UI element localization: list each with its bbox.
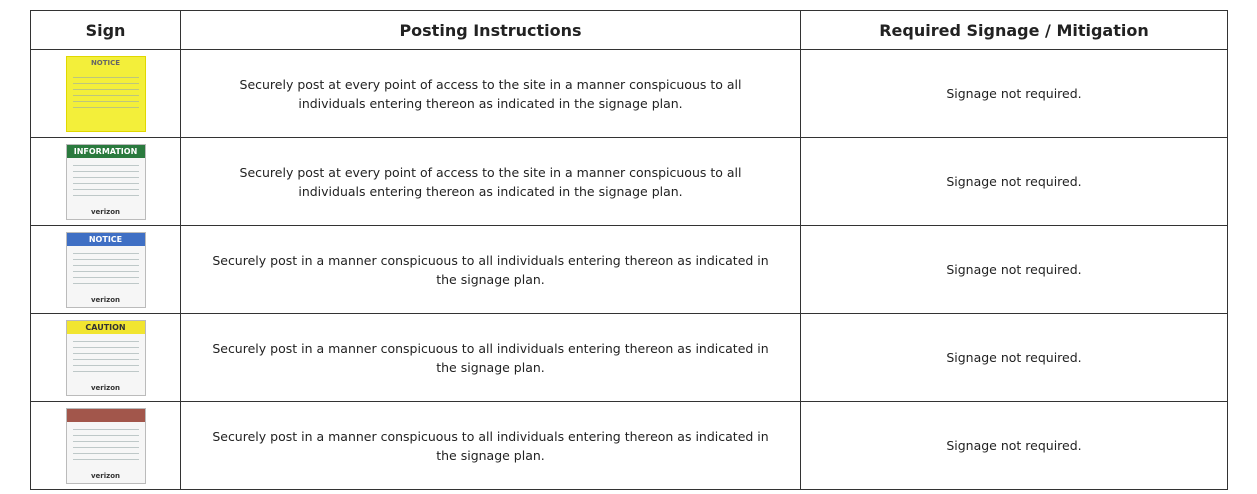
table-row: NOTICE Securely post at every point of ac… bbox=[30, 49, 1228, 138]
sign-cell: INFORMATION verizon bbox=[30, 137, 181, 226]
table-row: verizon Securely post in a manner conspic… bbox=[30, 401, 1228, 490]
signage-table: Sign Posting Instructions Required Signage… bbox=[30, 10, 1228, 490]
required-signage: Signage not required. bbox=[800, 401, 1228, 490]
posting-instructions: Securely post in a manner conspicuous to… bbox=[180, 313, 801, 402]
column-header: Sign bbox=[30, 10, 181, 50]
sign-header: NOTICE bbox=[66, 232, 145, 246]
required-signage: Signage not required. bbox=[800, 137, 1228, 226]
required-signage: Signage not required. bbox=[800, 313, 1228, 402]
sign-image: NOTICE verizon bbox=[65, 231, 146, 308]
column-header: Posting Instructions bbox=[180, 10, 801, 50]
posting-instructions: Securely post at every point of access t… bbox=[180, 49, 801, 138]
sign-header: NOTICE bbox=[67, 57, 145, 70]
sign-title: INFORMATION bbox=[73, 146, 138, 156]
sign-brand: verizon bbox=[90, 295, 121, 304]
column-header: Required Signage / Mitigation bbox=[800, 10, 1228, 50]
table-row: NOTICE verizon Securely post in a manner c… bbox=[30, 225, 1228, 314]
sign-text-lines bbox=[72, 76, 139, 113]
sign-image: verizon bbox=[65, 407, 146, 484]
posting-instructions: Securely post in a manner conspicuous to… bbox=[180, 401, 801, 490]
sign-text-lines bbox=[72, 252, 139, 289]
table-row: CAUTION verizon Securely post in a manner … bbox=[30, 313, 1228, 402]
sign-image: NOTICE bbox=[65, 55, 146, 132]
sign-title: CAUTION bbox=[85, 322, 126, 332]
required-signage: Signage not required. bbox=[800, 225, 1228, 314]
sign-image: CAUTION verizon bbox=[65, 319, 146, 396]
sign-cell: NOTICE verizon bbox=[30, 225, 181, 314]
sign-cell: NOTICE bbox=[30, 49, 181, 138]
required-signage: Signage not required. bbox=[800, 49, 1228, 138]
sign-header bbox=[66, 408, 145, 422]
sign-header: INFORMATION bbox=[66, 144, 145, 158]
sign-header: CAUTION bbox=[66, 320, 145, 334]
sign-text-lines bbox=[72, 164, 139, 201]
sign-brand: verizon bbox=[90, 471, 121, 480]
sign-title: NOTICE bbox=[88, 234, 123, 244]
table-row: INFORMATION verizon Securely post at every… bbox=[30, 137, 1228, 226]
sign-brand: verizon bbox=[90, 207, 121, 216]
table-body: NOTICE Securely post at every point of ac… bbox=[30, 49, 1228, 490]
sign-cell: verizon bbox=[30, 401, 181, 490]
posting-instructions: Securely post at every point of access t… bbox=[180, 137, 801, 226]
sign-brand: verizon bbox=[90, 383, 121, 392]
sign-image: INFORMATION verizon bbox=[65, 143, 146, 220]
sign-text-lines bbox=[72, 340, 139, 377]
posting-instructions: Securely post in a manner conspicuous to… bbox=[180, 225, 801, 314]
sign-cell: CAUTION verizon bbox=[30, 313, 181, 402]
sign-text-lines bbox=[72, 428, 139, 465]
header-row: Sign Posting Instructions Required Signage… bbox=[30, 10, 1228, 50]
sign-title: NOTICE bbox=[90, 58, 121, 67]
